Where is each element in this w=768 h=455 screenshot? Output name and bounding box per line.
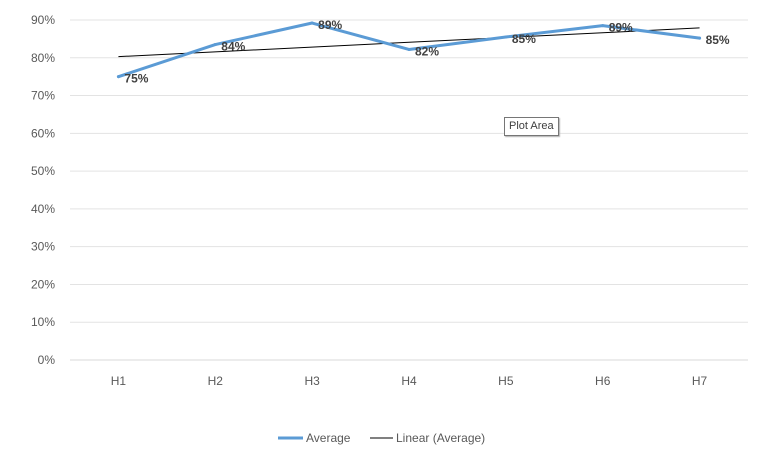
y-tick-label: 60% (31, 126, 55, 140)
x-tick-label: H4 (401, 374, 417, 388)
x-tick-label: H5 (498, 374, 514, 388)
x-tick-label: H1 (111, 374, 127, 388)
gridlines (70, 19, 748, 361)
data-label: 85% (706, 33, 730, 47)
x-tick-label: H2 (208, 374, 224, 388)
y-tick-label: 20% (31, 277, 55, 291)
legend-label-average: Average (306, 431, 351, 445)
data-point (601, 24, 605, 28)
trendline (118, 27, 700, 58)
x-tick-label: H7 (692, 374, 708, 388)
y-tick-label: 40% (31, 202, 55, 216)
y-tick-label: 80% (31, 51, 55, 65)
series-average (116, 21, 702, 79)
y-tick-label: 70% (31, 89, 55, 103)
y-tick-label: 30% (31, 240, 55, 254)
plot-area-tooltip: Plot Area (504, 117, 559, 136)
data-label: 75% (124, 72, 148, 86)
y-axis: 0% 10% 20% 30% 40% 50% 60% 70% 80% 90% (31, 13, 55, 367)
x-tick-label: H3 (304, 374, 320, 388)
data-label: 82% (415, 44, 439, 58)
legend-label-linear-average: Linear (Average) (396, 431, 485, 445)
data-label: 84% (221, 40, 245, 54)
data-point (116, 75, 120, 79)
legend: Average Linear (Average) (278, 431, 485, 445)
data-point (698, 36, 702, 40)
data-label: 89% (609, 21, 633, 35)
data-labels: 75% 84% 89% 82% 85% 89% 85% (124, 18, 729, 86)
trendline-linear-average (118, 27, 700, 58)
data-label: 89% (318, 18, 342, 32)
x-tick-label: H6 (595, 374, 611, 388)
y-tick-label: 90% (31, 13, 55, 27)
y-tick-label: 0% (38, 353, 56, 367)
y-tick-label: 10% (31, 315, 55, 329)
x-axis: H1 H2 H3 H4 H5 H6 H7 (111, 374, 708, 388)
y-tick-label: 50% (31, 164, 55, 178)
data-point (310, 21, 314, 25)
data-point (213, 43, 217, 47)
data-label: 85% (512, 32, 536, 46)
data-point (407, 47, 411, 51)
data-point (504, 35, 508, 39)
